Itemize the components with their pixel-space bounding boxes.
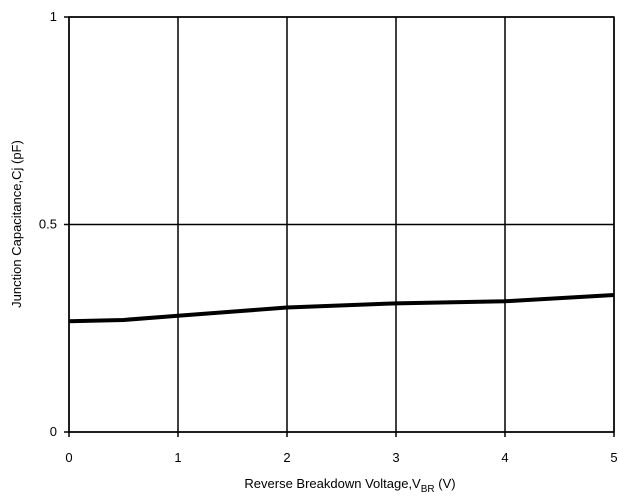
x-tick-label: 2 [283,450,290,465]
x-tick-label: 1 [174,450,181,465]
x-tick-label: 3 [392,450,399,465]
x-label-sub: BR [421,484,435,495]
x-tick-label: 4 [501,450,508,465]
x-tick-label: 0 [65,450,72,465]
x-tick-label: 5 [610,450,617,465]
y-tick-label: 1 [50,9,57,24]
x-label-main: Reverse Breakdown Voltage,V [244,476,421,491]
x-axis-label: Reverse Breakdown Voltage,VBR (V) [244,476,455,495]
y-tick-label: 0.5 [39,217,57,232]
y-tick-label: 0 [50,424,57,439]
data-line [68,293,615,324]
plot-frame [68,16,615,433]
y-axis-label: Junction Capacitance,Cj (pF) [9,140,24,308]
x-label-unit: (V) [435,476,456,491]
